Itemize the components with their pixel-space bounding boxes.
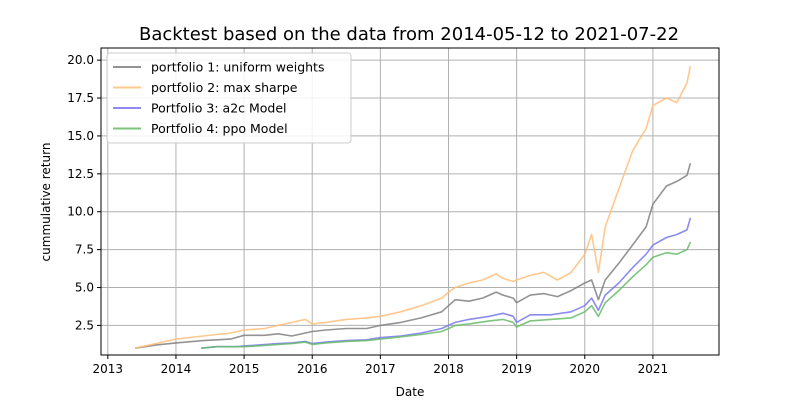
x-tick-label: 2020 (569, 362, 600, 376)
axis-ticks: 2013 2014 2015 2016 2017 2018 2019 2020 2021 2.5 5… (67, 53, 668, 376)
x-tick-label: 2017 (365, 362, 396, 376)
series-line-4 (201, 241, 692, 349)
x-tick-label: 2019 (501, 362, 532, 376)
y-tick-label: 15.0 (67, 129, 94, 143)
y-tick-label: 12.5 (67, 167, 94, 181)
x-tick-label: 2015 (229, 362, 260, 376)
y-tick-label: 10.0 (67, 205, 94, 219)
y-tick-label: 7.5 (75, 243, 94, 257)
series-line-2 (134, 66, 692, 349)
chart-title: Backtest based on the data from 2014-05-… (139, 24, 679, 45)
legend-label-4: Portfolio 4: ppo Model (151, 121, 288, 136)
legend-box (106, 52, 352, 144)
series-line-1 (134, 162, 692, 349)
legend-label-3: Portfolio 3: a2c Model (151, 101, 287, 116)
legend-label-2: portfolio 2: max sharpe (151, 80, 298, 95)
y-tick-label: 2.5 (75, 318, 94, 332)
x-tick-label: 2021 (638, 362, 669, 376)
x-tick-label: 2014 (161, 362, 192, 376)
legend-label-1: portfolio 1: uniform weights (151, 60, 324, 75)
y-axis-label: cummulative return (39, 143, 53, 262)
x-tick-label: 2016 (297, 362, 328, 376)
x-axis-label: Date (396, 385, 425, 399)
plot-frame (100, 47, 720, 356)
legend: portfolio 1: uniform weights portfolio 2:… (106, 52, 352, 144)
x-tick-label: 2018 (433, 362, 464, 376)
y-tick-label: 20.0 (67, 53, 94, 67)
series-lines (134, 66, 692, 349)
y-tick-label: 17.5 (67, 91, 94, 105)
y-tick-label: 5.0 (75, 281, 94, 295)
x-tick-label: 2013 (93, 362, 124, 376)
